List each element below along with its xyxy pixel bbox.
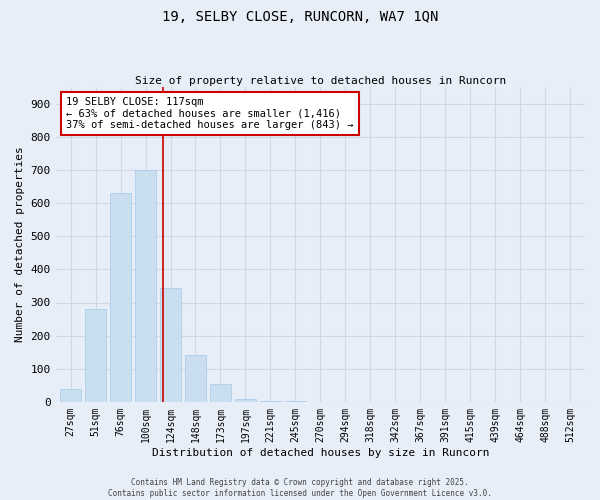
Bar [235,399,256,402]
Text: Contains HM Land Registry data © Crown copyright and database right 2025.
Contai: Contains HM Land Registry data © Crown c… [108,478,492,498]
Bar [285,401,306,402]
Text: 19 SELBY CLOSE: 117sqm
← 63% of detached houses are smaller (1,416)
37% of semi-: 19 SELBY CLOSE: 117sqm ← 63% of detached… [66,96,354,130]
Bar [210,384,231,402]
Bar [85,309,106,402]
Bar [135,170,156,402]
Y-axis label: Number of detached properties: Number of detached properties [15,146,25,342]
Bar [110,193,131,402]
Bar [60,388,81,402]
Bar [160,288,181,402]
Bar [260,401,281,402]
Bar [185,356,206,402]
Text: 19, SELBY CLOSE, RUNCORN, WA7 1QN: 19, SELBY CLOSE, RUNCORN, WA7 1QN [162,10,438,24]
Title: Size of property relative to detached houses in Runcorn: Size of property relative to detached ho… [135,76,506,86]
X-axis label: Distribution of detached houses by size in Runcorn: Distribution of detached houses by size … [152,448,489,458]
